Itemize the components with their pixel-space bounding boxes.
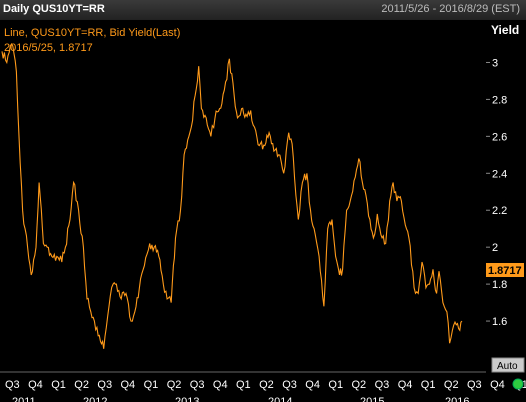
y-tick-label-3: 2.4 (492, 168, 507, 180)
x-tick-label-16: Q3 (375, 379, 390, 391)
y-tick-label-7: 1.6 (492, 316, 507, 328)
x-tick-label-12: Q3 (282, 379, 297, 391)
x-tick-label-8: Q3 (190, 379, 205, 391)
y-tick-label-6: 1.8 (492, 279, 507, 291)
x-tick-label-11: Q2 (259, 379, 274, 391)
x-tick-label-6: Q1 (144, 379, 159, 391)
x-tick-label-18: Q1 (421, 379, 436, 391)
x-tick-label-19: Q2 (444, 379, 459, 391)
x-tick-label-10: Q1 (236, 379, 251, 391)
x-year-label-0: 2011 (12, 396, 36, 402)
legend-line-2: 2016/5/25, 1.8717 (4, 42, 93, 54)
auto-button-label[interactable]: Auto (497, 361, 518, 372)
x-year-label-3: 2014 (268, 396, 292, 402)
y-tick-label-0: 3 (492, 57, 498, 69)
chart-title: Daily QUS10YT=RR (3, 3, 105, 15)
x-tick-label-0: Q3 (5, 379, 20, 391)
y-axis-label: Yield (491, 23, 519, 37)
x-tick-label-5: Q4 (121, 379, 136, 391)
x-tick-label-7: Q2 (167, 379, 182, 391)
x-tick-label-4: Q3 (97, 379, 112, 391)
x-year-label-4: 2015 (360, 396, 384, 402)
y-tick-label-2: 2.6 (492, 131, 507, 143)
last-value-tag-text: 1.8717 (488, 265, 522, 277)
x-tick-label-1: Q4 (28, 379, 43, 391)
x-tick-label-21: Q4 (490, 379, 505, 391)
x-tick-label-2: Q1 (51, 379, 66, 391)
y-tick-label-1: 2.8 (492, 94, 507, 106)
chart-title-bar: Daily QUS10YT=RR 2011/5/26 - 2016/8/29 (… (0, 0, 526, 21)
yield-chart: 3 2.8 2.6 2.4 2.2 2 1.8 1.6 Q3 Q4 Q1 Q2 Q3 Q4 Q1 Q2 Q3 Q… (0, 20, 526, 402)
last-value-tag: 1.8717 (486, 263, 524, 277)
x-year-label-5: 2016 (445, 396, 469, 402)
x-tick-label-20: Q3 (467, 379, 482, 391)
x-year-label-1: 2012 (83, 396, 107, 402)
y-axis-ticks: 3 2.8 2.6 2.4 2.2 2 1.8 1.6 (486, 57, 507, 328)
legend-line-1: Line, QUS10YT=RR, Bid Yield(Last) (4, 27, 180, 39)
status-indicator-icon (512, 378, 524, 390)
x-tick-label-13: Q4 (305, 379, 320, 391)
series-line (1, 43, 463, 349)
auto-button[interactable]: Auto (491, 357, 525, 373)
last-value-tag-bg (486, 263, 524, 277)
y-tick-label-5: 2 (492, 242, 498, 254)
x-year-label-2: 2013 (175, 396, 199, 402)
x-tick-label-14: Q1 (328, 379, 343, 391)
x-tick-label-3: Q2 (74, 379, 89, 391)
plot-background (0, 20, 526, 402)
auto-button-bg[interactable] (491, 357, 525, 373)
y-tick-label-4: 2.2 (492, 205, 507, 217)
x-tick-label-9: Q4 (213, 379, 228, 391)
x-tick-label-15: Q2 (352, 379, 367, 391)
date-range: 2011/5/26 - 2016/8/29 (EST) (381, 3, 520, 15)
x-tick-label-17: Q4 (398, 379, 413, 391)
